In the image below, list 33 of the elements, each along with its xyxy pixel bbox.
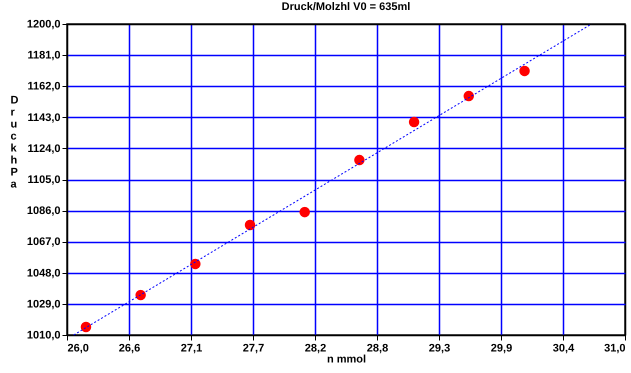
x-axis-title: n mmol [326,354,366,366]
y-tick-label: 1143,0 [27,112,60,124]
x-tick-label: 27,1 [180,342,202,354]
y-tick-label: 1029,0 [26,298,60,310]
y-tick-label: 1105,0 [27,174,60,186]
x-tick-label: 29,9 [490,342,512,354]
point [244,220,256,230]
x-tick-label: 29,3 [428,342,450,354]
x-tick-label: 28,8 [366,342,388,354]
point [80,322,92,332]
x-tick-label: 31,0 [604,342,626,354]
y-tick-label: 1086,0 [26,205,60,218]
y-tick-label: 1010,0 [26,330,60,342]
x-tick-label: 28,2 [304,342,326,354]
y-tick-label: 1048,0 [26,267,60,280]
y-tick-label: 1124,0 [27,142,60,155]
point [135,290,146,300]
point [464,90,474,102]
x-tick-label: 26,6 [118,342,140,354]
y-tick-label: 1067,0 [26,236,60,248]
point [408,116,420,128]
y-axis-title: Druck hPa [10,94,18,190]
y-tick-label: 1162,0 [27,80,60,93]
y-tick-label: 1200,0 [26,18,60,30]
point [190,258,201,270]
x-tick-label: 26,0 [68,342,89,354]
y-tick-label: 1181,0 [27,50,60,62]
point [299,206,310,218]
x-tick-label: 30,4 [552,342,576,354]
point [519,66,530,76]
chart-title: Druck/Molzhl V0 = 635ml [282,1,410,13]
x-tick-label: 27,7 [242,342,264,354]
point [354,154,365,166]
